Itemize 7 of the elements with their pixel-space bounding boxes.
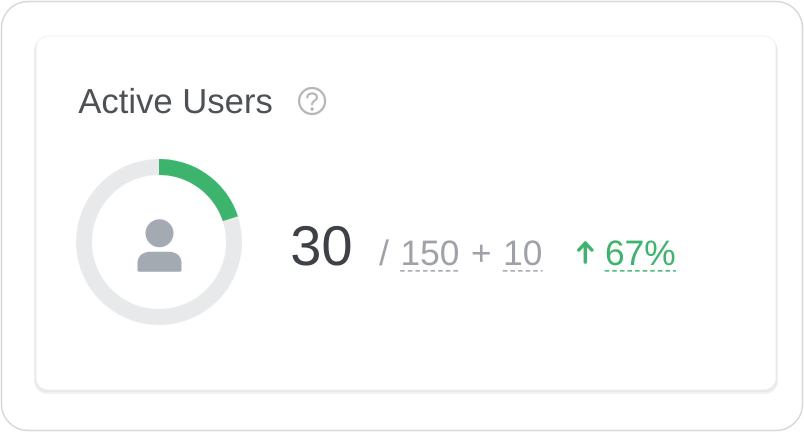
text: / xyxy=(379,239,389,266)
text: 10 xyxy=(506,240,542,266)
text: 30 xyxy=(292,226,350,266)
text: + xyxy=(472,244,490,262)
chart-title: Active Users xyxy=(78,88,272,114)
text: 150 xyxy=(403,240,458,266)
text: 67% xyxy=(606,240,674,266)
